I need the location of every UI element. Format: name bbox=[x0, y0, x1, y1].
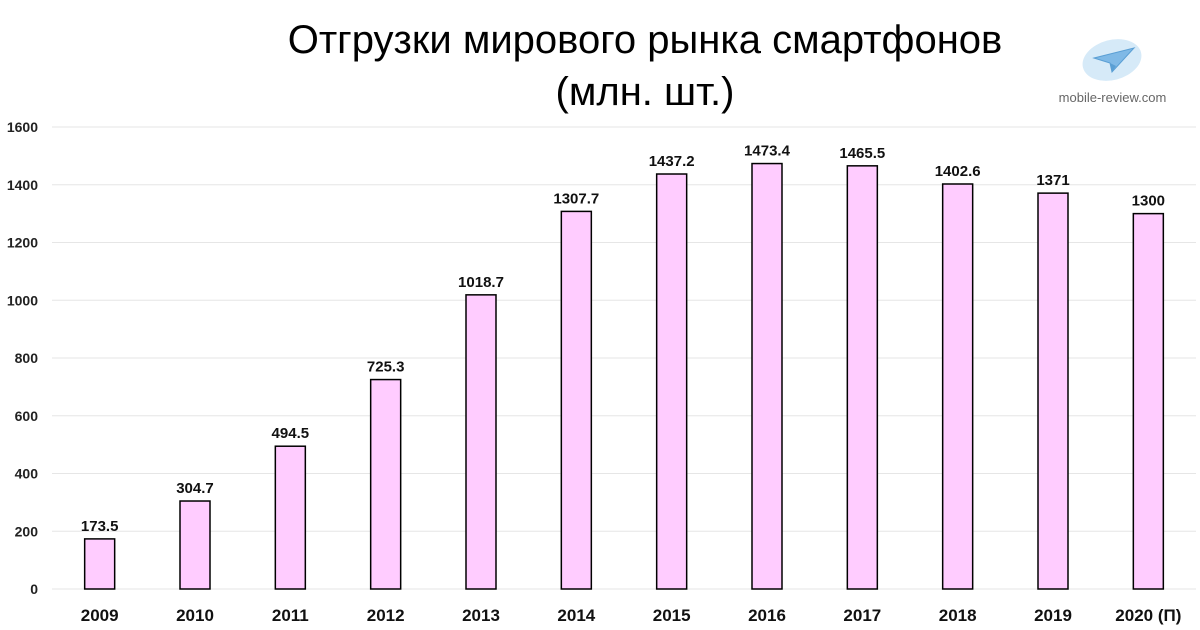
bars bbox=[83, 162, 1165, 590]
x-tick-label: 2014 bbox=[557, 606, 595, 625]
y-tick-label: 800 bbox=[15, 350, 39, 366]
y-tick-label: 1200 bbox=[7, 235, 38, 251]
y-tick-label: 1600 bbox=[7, 119, 38, 135]
y-tick-label: 400 bbox=[15, 466, 39, 482]
watermark-logo: mobile-review.com bbox=[1050, 36, 1175, 111]
data-label: 1465.5 bbox=[839, 145, 885, 162]
bar-2012 bbox=[369, 378, 402, 590]
bar-2011 bbox=[274, 445, 307, 590]
bar-2014 bbox=[560, 210, 593, 590]
x-tick-label: 2016 bbox=[748, 606, 786, 625]
data-label: 173.5 bbox=[81, 518, 119, 535]
y-axis-ticks: 0 200 400 600 800 1000 1200 1400 1600 bbox=[7, 119, 38, 597]
bar-2015 bbox=[655, 173, 688, 590]
data-label: 1437.2 bbox=[649, 153, 695, 170]
bar-2016 bbox=[751, 162, 783, 590]
chart-title-line: Отгрузки мирового рынка смартфонов bbox=[287, 18, 1003, 62]
x-tick-label: 2009 bbox=[81, 606, 119, 625]
data-label: 725.3 bbox=[367, 359, 405, 376]
watermark-text: mobile-review.com bbox=[1058, 90, 1167, 105]
x-axis-labels: 2009 2010 2011 2012 2013 2014 2015 2016 2017 2018… bbox=[81, 606, 1182, 625]
x-tick-label: 2019 bbox=[1034, 606, 1072, 625]
data-labels: 173.5 304.7 494.5 725.3 1018.7 1307.7 1437.2 14… bbox=[81, 143, 1165, 535]
data-label: 1402.6 bbox=[935, 163, 981, 180]
y-tick-label: 0 bbox=[30, 581, 38, 597]
chart-title: Отгрузки мирового рынка смартфонов (млн. … bbox=[245, 14, 1045, 118]
data-label: 1300 bbox=[1132, 193, 1165, 210]
y-tick-label: 1000 bbox=[7, 292, 38, 308]
bar-2020 (П) bbox=[1132, 212, 1165, 590]
data-label: 1371 bbox=[1036, 172, 1069, 189]
data-label: 1473.4 bbox=[744, 143, 791, 160]
bar-2009 bbox=[83, 538, 116, 590]
bar-2019 bbox=[1037, 192, 1069, 590]
x-tick-label: 2018 bbox=[939, 606, 977, 625]
x-tick-label: 2020 (П) bbox=[1115, 606, 1181, 625]
x-tick-label: 2012 bbox=[367, 606, 405, 625]
bar-2013 bbox=[465, 294, 497, 590]
x-tick-label: 2011 bbox=[272, 606, 309, 625]
bar-2017 bbox=[846, 165, 879, 590]
paper-plane-icon bbox=[1082, 39, 1142, 81]
data-label: 304.7 bbox=[176, 480, 214, 497]
gridlines bbox=[52, 126, 1196, 590]
x-tick-label: 2013 bbox=[462, 606, 500, 625]
data-label: 494.5 bbox=[272, 425, 310, 442]
bar-2010 bbox=[179, 500, 211, 590]
y-tick-label: 200 bbox=[15, 523, 39, 539]
chart-title-line: (млн. шт.) bbox=[555, 70, 735, 114]
x-tick-label: 2015 bbox=[653, 606, 691, 625]
data-label: 1018.7 bbox=[458, 274, 504, 291]
bar-2018 bbox=[941, 183, 974, 590]
x-tick-label: 2010 bbox=[176, 606, 214, 625]
y-tick-label: 600 bbox=[15, 408, 39, 424]
y-tick-label: 1400 bbox=[7, 177, 38, 193]
x-tick-label: 2017 bbox=[843, 606, 881, 625]
data-label: 1307.7 bbox=[553, 190, 599, 207]
